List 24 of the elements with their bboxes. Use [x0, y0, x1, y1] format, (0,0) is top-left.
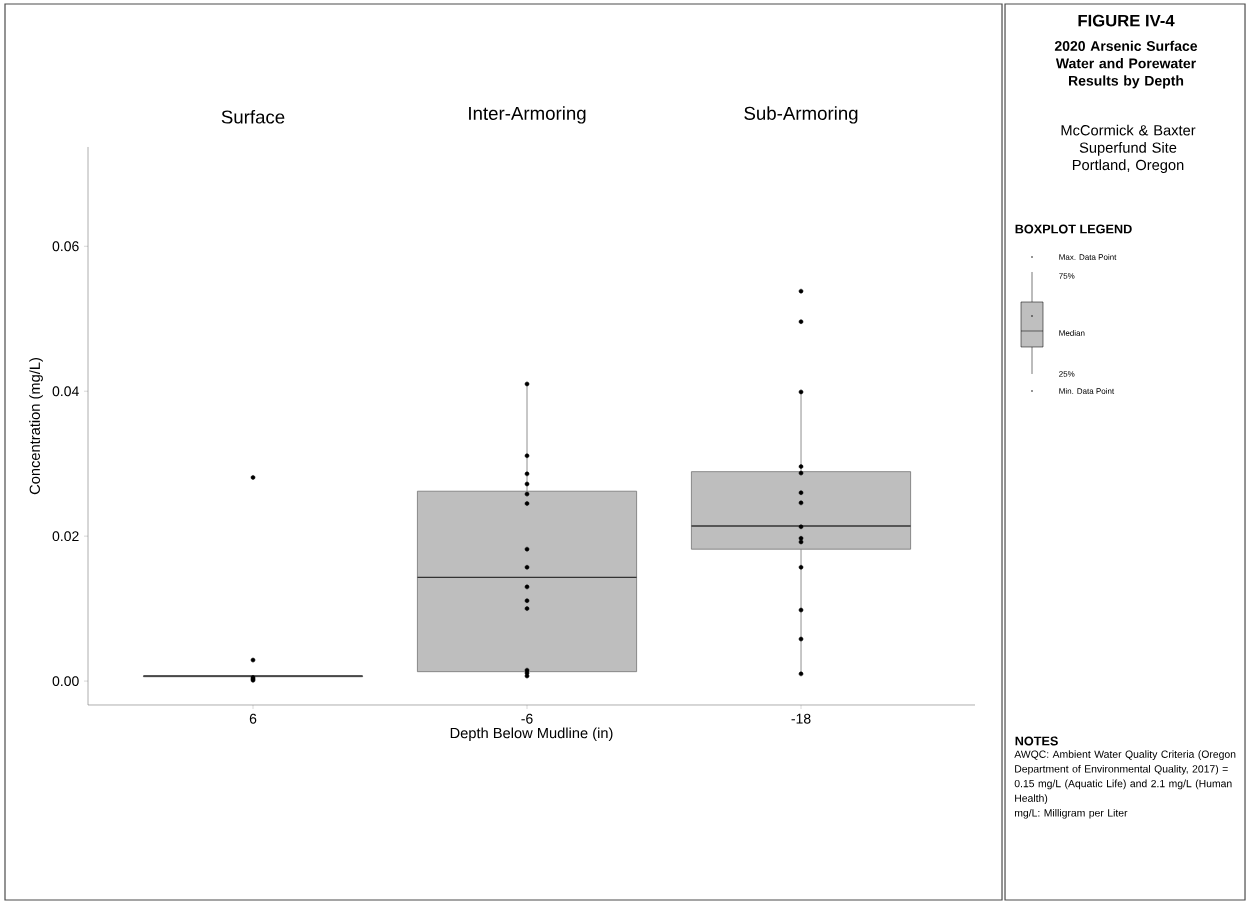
text: mg/L: Milligram per Liter: [1014, 808, 1128, 819]
text: BOXPLOT LEGEND: [1015, 224, 1132, 234]
text: NOTES: [1015, 736, 1058, 746]
text: AWQC: Ambient Water Quality Criteria (Oregon Department of Environmental Quality, 2017) = 0.15 mg/L (Aquatic Life) and 2.1 mg/L (Human Health): [1014, 750, 1236, 804]
text: Sub-Armoring: [744, 106, 858, 124]
x-tick-label: 6: [249, 713, 257, 724]
text: Max. Data Point: [1059, 254, 1117, 260]
x-axis-title: Depth Below Mudline (in): [450, 727, 613, 742]
text: FIGURE IV-4: [1078, 14, 1175, 27]
y-tick-label: 0.00: [52, 676, 79, 687]
x-tick-label: -6: [521, 713, 533, 724]
y-tick-label: 0.04: [52, 386, 79, 397]
y-tick-label: 0.06: [52, 241, 79, 252]
text: 2020 Arsenic Surface Water and Porewater Results by Depth: [1054, 40, 1198, 89]
text: 25%: [1059, 371, 1075, 377]
text: McCormick & Baxter Superfund Site Portland, Oregon: [1061, 124, 1196, 174]
x-tick-label: -18: [791, 713, 811, 724]
text: Inter-Armoring: [469, 106, 586, 124]
y-axis-title: Concentration (mg/L): [29, 358, 43, 495]
y-tick-label: 0.02: [52, 531, 79, 542]
text: Min. Data Point: [1059, 388, 1115, 394]
text: 75%: [1059, 273, 1075, 279]
text: Median: [1059, 330, 1085, 336]
text: Surface: [221, 109, 285, 124]
